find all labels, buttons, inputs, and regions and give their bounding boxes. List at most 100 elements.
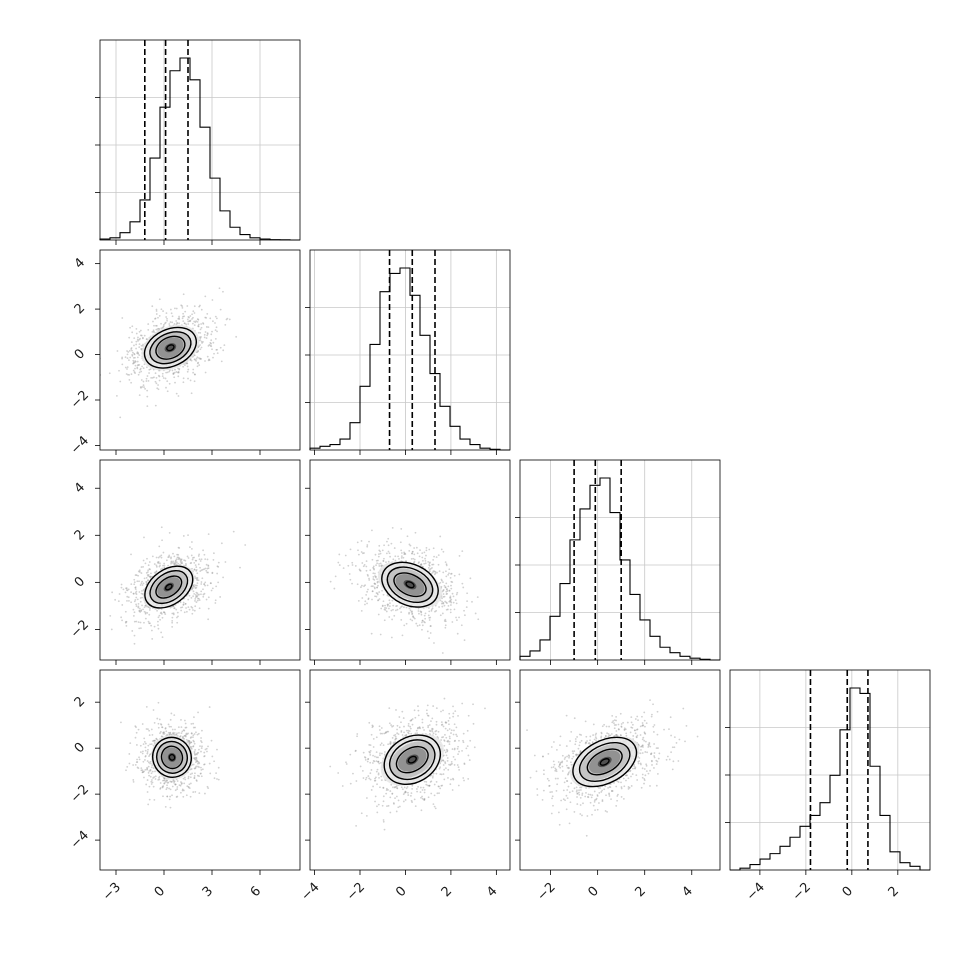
sample-point [425, 554, 427, 557]
sample-point [175, 392, 178, 395]
sample-point [413, 617, 416, 620]
sample-point [354, 750, 357, 752]
sample-point [196, 759, 198, 762]
sample-point [202, 322, 205, 325]
sample-point [192, 734, 195, 737]
sample-point [374, 795, 377, 798]
sample-point [169, 308, 172, 311]
sample-point [374, 553, 377, 556]
sample-point [418, 726, 421, 728]
sample-point [169, 718, 172, 721]
sample-point [425, 781, 428, 783]
sample-point [137, 767, 140, 770]
sample-point [426, 630, 429, 633]
sample-point [125, 625, 128, 627]
sample-point [139, 386, 142, 388]
sample-point [200, 581, 203, 583]
sample-point [196, 351, 199, 353]
sample-point [171, 561, 174, 564]
sample-point [356, 583, 359, 586]
sample-point [155, 313, 158, 315]
sample-point [142, 559, 145, 562]
sample-point [428, 784, 430, 787]
sample-point [155, 308, 158, 311]
sample-point [428, 548, 431, 551]
sample-point [396, 787, 398, 789]
sample-point [445, 590, 448, 593]
sample-point [379, 744, 382, 746]
sample-point [207, 571, 209, 574]
sample-point [149, 622, 151, 625]
sample-point [416, 790, 419, 793]
sample-point [392, 741, 395, 744]
sample-point [154, 572, 157, 575]
sample-point [446, 740, 449, 743]
sample-point [157, 616, 160, 619]
sample-point [633, 729, 636, 732]
sample-point [110, 628, 113, 631]
x-tick-label: −4 [744, 880, 768, 904]
sample-point [170, 712, 173, 715]
sample-point [155, 570, 158, 573]
sample-point [158, 375, 161, 378]
sample-point [130, 583, 133, 586]
sample-point [412, 662, 414, 664]
sample-point [393, 786, 396, 789]
sample-point [151, 740, 154, 742]
sample-point [160, 723, 163, 726]
sample-point [450, 601, 453, 604]
sample-point [445, 575, 448, 578]
sample-point [142, 566, 145, 568]
panel-frame [99, 669, 301, 871]
sample-point [575, 786, 578, 789]
sample-point [132, 764, 135, 766]
sample-point [163, 731, 166, 734]
sample-point [196, 599, 199, 602]
scatter-panel-4-1 [99, 669, 301, 871]
sample-point [463, 779, 465, 782]
sample-point [402, 717, 405, 719]
sample-point [222, 576, 224, 579]
sample-point [465, 747, 468, 750]
sample-point [385, 731, 387, 734]
sample-point [403, 552, 406, 555]
sample-point [147, 575, 150, 577]
sample-point [190, 746, 193, 748]
sample-point [410, 792, 413, 795]
sample-point [167, 731, 170, 734]
sample-point [204, 371, 207, 374]
sample-point [622, 721, 625, 724]
sample-point [147, 323, 150, 325]
sample-point [394, 738, 397, 741]
sample-point [666, 755, 669, 758]
sample-point [148, 798, 151, 801]
sample-point [138, 569, 141, 572]
sample-point [392, 558, 395, 561]
sample-point [182, 601, 185, 604]
sample-point [154, 372, 157, 375]
sample-point [378, 563, 380, 565]
sample-point [155, 310, 158, 312]
sample-point [154, 380, 157, 383]
sample-point [417, 610, 420, 612]
sample-point [429, 567, 432, 570]
sample-point [195, 765, 198, 768]
sample-point [558, 764, 561, 766]
sample-point [185, 362, 188, 365]
sample-point [190, 359, 193, 362]
sample-point [125, 589, 128, 591]
sample-point [465, 606, 468, 609]
sample-point [484, 707, 486, 710]
sample-point [130, 601, 133, 604]
sample-point [157, 556, 160, 559]
sample-point [363, 552, 365, 554]
sample-point [376, 586, 379, 589]
sample-point [440, 773, 443, 776]
sample-point [176, 553, 179, 556]
sample-point [177, 395, 180, 397]
sample-point [134, 588, 137, 590]
sample-point [199, 328, 202, 331]
sample-point [426, 704, 429, 707]
sample-point [422, 726, 424, 729]
sample-point [189, 319, 192, 322]
